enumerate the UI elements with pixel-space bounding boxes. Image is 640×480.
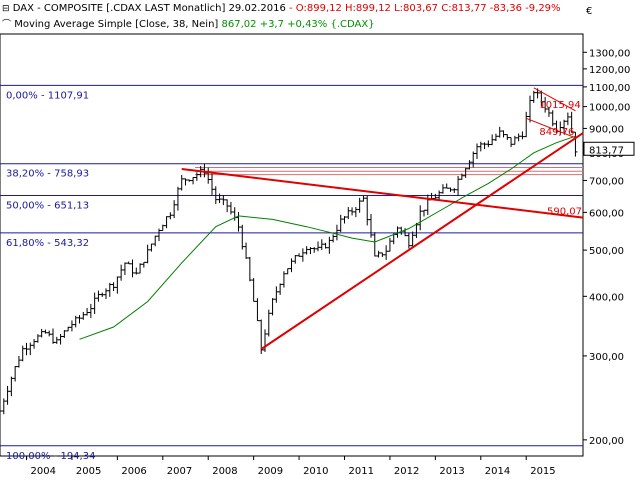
- y-tick-label: 1200,00: [589, 65, 630, 76]
- x-tick-label: 2005: [76, 466, 101, 477]
- plot-frame: [0, 33, 584, 457]
- y-tick-label: 1000,00: [589, 103, 630, 114]
- current-value-label: 813,77: [589, 145, 624, 156]
- x-tick-label: 2015: [530, 466, 555, 477]
- currency-symbol: €: [586, 6, 592, 17]
- instrument-name: DAX - COMPOSITE [.CDAX LAST Monatlich]: [12, 3, 226, 14]
- indicator-change: +3,7 +0,43%: [259, 19, 328, 30]
- y-tick-label: 700,00: [589, 176, 624, 187]
- x-tick-label: 2012: [394, 466, 419, 477]
- trendline: [533, 87, 576, 112]
- collapse-icon[interactable]: ⊟: [2, 4, 10, 14]
- y-tick-label: 1100,00: [589, 83, 630, 94]
- fib-label: 0,00% - 1107,91: [6, 90, 89, 101]
- x-tick-label: 2011: [349, 466, 374, 477]
- y-tick-label: 200,00: [589, 436, 624, 447]
- chart-header-line-2: ⌒ Moving Average Simple [Close, 38, Nein…: [2, 17, 375, 30]
- x-tick-label: 2014: [485, 466, 510, 477]
- trendline-label: 849,76: [539, 127, 574, 138]
- x-tick-label: 2007: [167, 466, 192, 477]
- y-tick-label: 600,00: [589, 208, 624, 219]
- trendline: [526, 117, 576, 139]
- moving-average-line: [79, 135, 576, 340]
- trendline-label: 590,07: [547, 207, 582, 218]
- fib-label: 50,00% - 651,13: [6, 200, 89, 211]
- x-tick-label: 2006: [121, 466, 146, 477]
- x-tick-label: 2009: [258, 466, 283, 477]
- fib-label: 38,20% - 758,93: [6, 169, 89, 180]
- current-value-box: [583, 141, 635, 156]
- x-tick-label: 2008: [212, 466, 237, 477]
- header-change: -83,36 -9,29%: [489, 3, 561, 14]
- indicator-value: 867,02: [221, 19, 257, 30]
- y-tick-label: 400,00: [589, 292, 624, 303]
- fib-label: 61,80% - 543,32: [6, 238, 89, 249]
- indicator-icon[interactable]: ⌒: [2, 20, 12, 30]
- y-tick-label: 1300,00: [589, 48, 630, 59]
- trendline: [260, 132, 584, 350]
- fib-label: 100,00% - 194,34: [6, 451, 95, 462]
- trendline: [181, 167, 584, 219]
- indicator-name: Moving Average Simple [Close, 38, Nein]: [14, 19, 219, 30]
- indicator-symbol: {.CDAX}: [330, 19, 375, 30]
- x-tick-label: 2013: [439, 466, 464, 477]
- header-close: C:813,77: [441, 3, 487, 14]
- chart-header-line-1: ⊟ DAX - COMPOSITE [.CDAX LAST Monatlich]…: [2, 3, 561, 14]
- x-tick-label: 2004: [31, 466, 56, 477]
- y-tick-label: 500,00: [589, 246, 624, 257]
- y-tick-label: 300,00: [589, 352, 624, 363]
- header-date: 29.02.2016: [228, 3, 286, 14]
- header-ohl: - O:899,12 H:899,12 L:803,67: [289, 3, 439, 14]
- y-tick-label: 900,00: [589, 124, 624, 135]
- trendline-label: 1015,94: [539, 100, 580, 111]
- x-tick-label: 2010: [303, 466, 328, 477]
